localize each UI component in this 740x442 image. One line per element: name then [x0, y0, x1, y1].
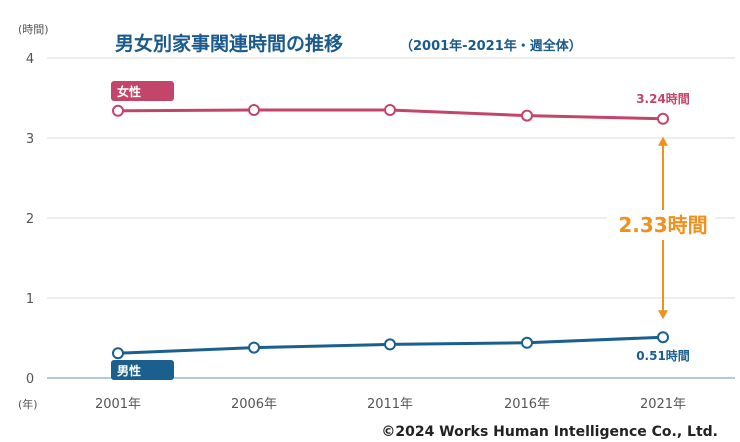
- data-point: [112, 347, 124, 360]
- y-tick-label: 3: [26, 132, 34, 147]
- y-tick-label: 1: [26, 292, 34, 307]
- y-tick-label: 4: [26, 52, 34, 67]
- data-point: [248, 341, 260, 354]
- y-axis-ticks: 0 1 2 3 4: [26, 52, 34, 387]
- series-label: 男性: [117, 363, 141, 378]
- end-value-label: 0.51時間: [636, 348, 690, 363]
- x-tick-label: 2021年: [640, 397, 686, 412]
- x-axis-unit: (年): [18, 397, 38, 411]
- data-point: [521, 109, 533, 122]
- x-tick-label: 2006年: [231, 397, 277, 412]
- end-value-label: 3.24時間: [636, 91, 690, 106]
- difference-label-background: [607, 210, 715, 240]
- chart-title: 男女別家事関連時間の推移: [115, 32, 343, 55]
- grid-lines: [47, 57, 735, 379]
- chart-subtitle: （2001年-2021年・週全体）: [400, 38, 582, 54]
- y-axis-unit: (時間): [18, 23, 49, 36]
- data-point: [657, 331, 669, 344]
- difference-label: 2.33時間: [618, 213, 707, 237]
- series-label-tag: [111, 81, 174, 101]
- series-label-tag: [111, 360, 174, 380]
- y-tick-label: 2: [26, 212, 34, 227]
- data-point: [112, 104, 124, 117]
- arrow-head-down: [658, 310, 668, 320]
- series-label: 女性: [117, 84, 141, 99]
- data-point: [384, 338, 396, 351]
- data-point: [384, 104, 396, 116]
- data-point: [248, 104, 260, 116]
- arrow-head-up: [658, 136, 668, 146]
- difference-annotation: 2.33時間: [607, 136, 715, 320]
- x-tick-label: 2016年: [504, 397, 550, 412]
- x-axis-ticks: 2001年 2006年 2011年 2016年 2021年: [95, 397, 686, 412]
- copyright-text: ©2024 Works Human Intelligence Co., Ltd.: [381, 424, 718, 440]
- x-tick-label: 2011年: [367, 397, 413, 412]
- data-point: [521, 336, 533, 349]
- data-point: [657, 112, 669, 125]
- x-tick-label: 2001年: [95, 397, 141, 412]
- y-tick-label: 0: [26, 372, 34, 387]
